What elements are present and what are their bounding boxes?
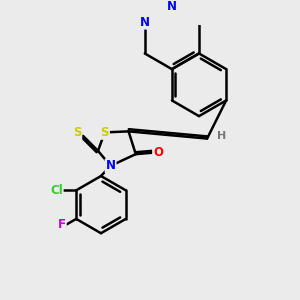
Text: N: N <box>106 159 116 172</box>
Text: S: S <box>100 126 109 139</box>
Text: O: O <box>153 146 163 159</box>
Text: S: S <box>73 126 81 139</box>
Text: N: N <box>140 16 150 28</box>
Text: N: N <box>167 0 177 13</box>
Text: H: H <box>218 131 227 141</box>
Text: F: F <box>58 218 66 231</box>
Text: Cl: Cl <box>50 184 63 197</box>
